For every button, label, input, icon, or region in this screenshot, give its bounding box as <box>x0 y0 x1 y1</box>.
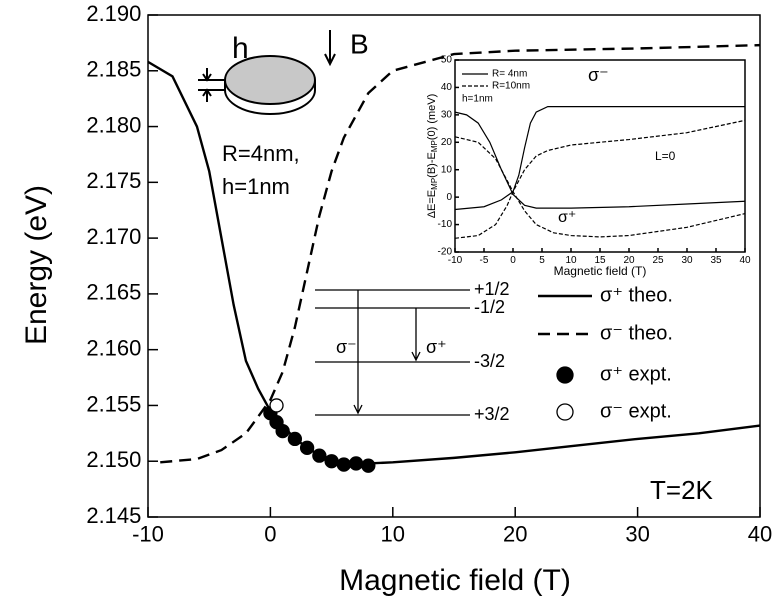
y-tick-label: 2.185 <box>86 57 141 82</box>
data-point <box>275 423 290 439</box>
transition-label: σ⁺ <box>426 337 447 357</box>
x-tick-label: -5 <box>480 255 489 266</box>
x-tick-label: 10 <box>381 522 405 547</box>
x-tick-label: 40 <box>739 255 751 266</box>
y-tick-label: -10 <box>438 219 453 230</box>
level-label: -3/2 <box>474 351 505 371</box>
legend-label: σ⁻ theo. <box>600 322 673 344</box>
label-part: (0) (meV) <box>426 94 438 140</box>
y-tick-label: 10 <box>441 164 453 175</box>
legend-marker <box>556 403 574 421</box>
x-tick-label: 10 <box>565 255 577 266</box>
label-part: MP <box>430 140 439 152</box>
x-tick-label: 0 <box>510 255 516 266</box>
label-part: (B)-E <box>426 152 438 178</box>
y-tick-label: 2.150 <box>86 447 141 472</box>
y-tick-label: 2.190 <box>86 1 141 26</box>
x-tick-label: -10 <box>448 255 463 266</box>
inset-x-axis-label: Magnetic field (T) <box>554 264 647 278</box>
inset-annotation: L=0 <box>655 149 676 163</box>
transition-arrow <box>411 308 421 362</box>
legend-marker <box>556 366 574 384</box>
x-tick-label: 0 <box>264 522 276 547</box>
y-tick-label: 2.170 <box>86 224 141 249</box>
y-tick-label: 2.175 <box>86 168 141 193</box>
y-tick-label: -20 <box>438 247 453 258</box>
x-axis-label: Magnetic field (T) <box>339 564 571 597</box>
label-part: ΔE=E <box>426 190 438 218</box>
annotation: B <box>350 28 369 59</box>
label-part: MP <box>430 178 439 190</box>
inset-background <box>455 60 745 252</box>
y-axis-label: Energy (eV) <box>20 185 53 345</box>
x-tick-label: 20 <box>503 522 527 547</box>
y-tick-label: 2.180 <box>86 112 141 137</box>
inset-y-axis-label: ΔE=EMP(B)-EMP(0) (meV) <box>426 94 439 219</box>
annotation: h <box>232 32 249 65</box>
y-tick-label: 2.155 <box>86 391 141 416</box>
data-point <box>336 457 351 472</box>
level-label: +1/2 <box>474 279 510 299</box>
x-tick-label: 35 <box>710 255 722 266</box>
y-tick-label: 0 <box>446 192 452 203</box>
disk-icon <box>198 30 336 115</box>
line-series <box>160 43 761 464</box>
inset-annotation: h=1nm <box>462 94 493 105</box>
transition-label: σ⁻ <box>336 337 357 357</box>
inset-legend-label: R= 4nm <box>492 69 527 80</box>
data-point <box>312 448 327 463</box>
level-label: -1/2 <box>474 297 505 317</box>
line-series <box>454 119 746 239</box>
x-tick-label: 40 <box>748 522 772 547</box>
line-series <box>454 111 746 209</box>
b-arrow <box>324 30 336 67</box>
y-tick-label: 30 <box>441 109 453 120</box>
data-point <box>324 454 339 469</box>
legend-label: σ⁻ expt. <box>600 400 672 422</box>
plot-frame <box>147 14 761 518</box>
inset-legend-label: R=10nm <box>492 81 530 92</box>
annotation: R=4nm, <box>222 141 300 166</box>
x-tick-label: 25 <box>652 255 664 266</box>
legend-label: σ⁺ theo. <box>600 284 673 306</box>
inset-annotation: σ⁻ <box>588 65 609 85</box>
level-label: +3/2 <box>474 404 510 424</box>
data-point <box>361 458 376 473</box>
x-tick-label: 5 <box>539 255 545 266</box>
y-tick-label: 2.160 <box>86 335 141 360</box>
plot-frame <box>454 59 746 253</box>
annotation: T=2K <box>650 475 714 505</box>
y-tick-label: 2.145 <box>86 503 141 528</box>
x-tick-label: 30 <box>625 522 649 547</box>
data-point <box>299 440 315 455</box>
x-tick-label: -10 <box>132 522 164 547</box>
legend-label: σ⁺ expt. <box>600 363 672 385</box>
y-tick-label: 40 <box>441 82 453 93</box>
inset-annotation: σ⁺ <box>558 209 576 226</box>
y-tick-label: 2.165 <box>86 280 141 305</box>
data-point <box>287 431 303 447</box>
y-tick-label: 20 <box>441 137 453 148</box>
x-tick-label: 20 <box>623 255 635 266</box>
transition-arrow <box>353 290 363 415</box>
x-tick-label: 30 <box>681 255 693 266</box>
data-point <box>348 456 364 471</box>
x-tick-label: 15 <box>594 255 606 266</box>
h-arrow <box>202 68 212 102</box>
y-tick-label: 50 <box>441 55 453 66</box>
data-point <box>269 398 284 413</box>
annotation: h=1nm <box>222 174 290 199</box>
line-series <box>454 106 745 211</box>
